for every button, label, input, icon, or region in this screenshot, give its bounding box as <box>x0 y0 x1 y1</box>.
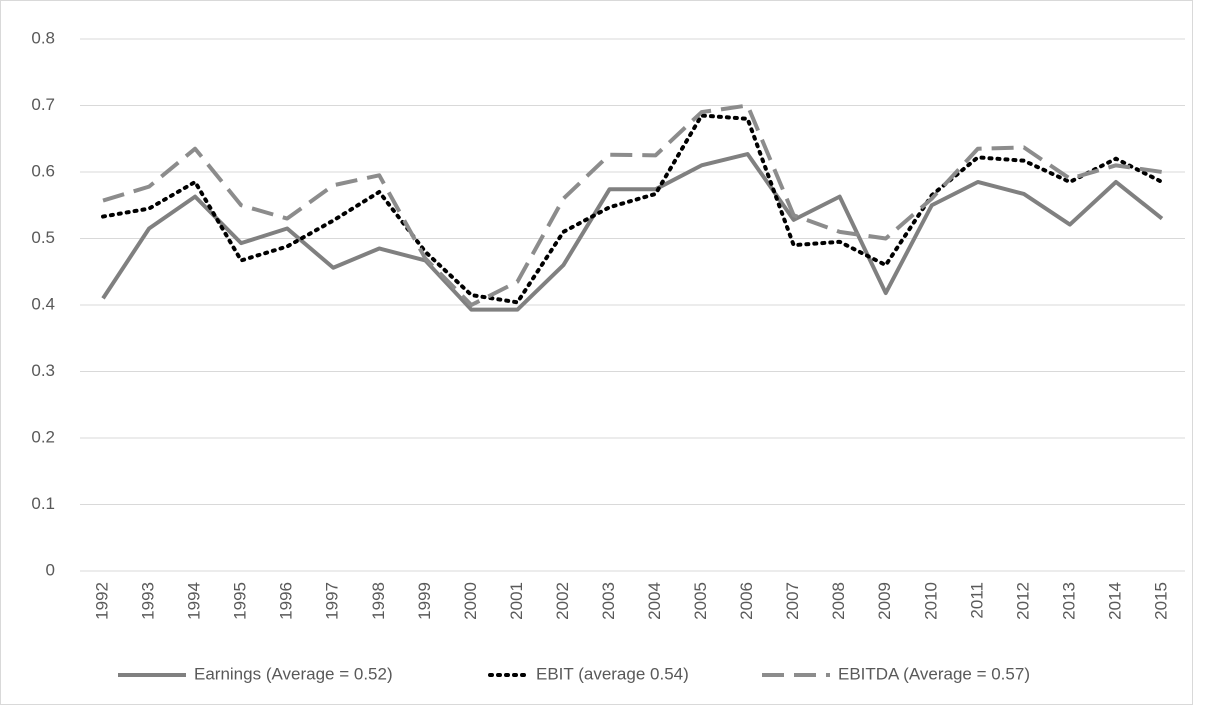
x-tick-label: 2009 <box>875 582 894 620</box>
x-tick-label: 1992 <box>93 582 112 620</box>
x-tick-label: 2005 <box>691 582 710 620</box>
x-tick-label: 2006 <box>737 582 756 620</box>
series-line <box>101 113 1164 305</box>
y-tick-label: 0.7 <box>31 95 55 114</box>
x-tick-label: 2015 <box>1151 582 1170 620</box>
x-tick-label: 2010 <box>921 582 940 620</box>
x-tick-label: 1998 <box>369 582 388 620</box>
legend-label: EBITDA (Average = 0.57) <box>838 664 1030 683</box>
y-tick-label: 0.1 <box>31 494 55 513</box>
legend-label: Earnings (Average = 0.52) <box>194 664 393 683</box>
x-tick-label: 2013 <box>1059 582 1078 620</box>
x-tick-label: 2003 <box>599 582 618 620</box>
y-tick-label: 0.3 <box>31 361 55 380</box>
y-tick-label: 0.6 <box>31 161 55 180</box>
x-tick-label: 2002 <box>553 582 572 620</box>
y-tick-label: 0.8 <box>31 28 55 47</box>
x-tick-label: 2000 <box>461 582 480 620</box>
y-tick-label: 0.4 <box>31 294 55 313</box>
y-tick-label: 0.2 <box>31 427 55 446</box>
x-tick-label: 1993 <box>139 582 158 620</box>
x-tick-label: 2001 <box>507 582 526 620</box>
x-tick-label: 2012 <box>1013 582 1032 620</box>
x-tick-label: 1997 <box>323 582 342 620</box>
x-tick-label: 1995 <box>231 582 250 620</box>
x-tick-label: 1999 <box>415 582 434 620</box>
x-tick-label: 2014 <box>1105 582 1124 620</box>
x-tick-label: 2011 <box>967 582 986 619</box>
x-tick-label: 1994 <box>185 582 204 620</box>
series-line <box>101 152 1164 312</box>
y-tick-label: 0.5 <box>31 228 55 247</box>
x-tick-label: 2008 <box>829 582 848 620</box>
x-tick-label: 1996 <box>277 582 296 620</box>
x-tick-label: 2004 <box>645 582 664 620</box>
legend-label: EBIT (average 0.54) <box>536 664 689 683</box>
x-tick-label: 2007 <box>783 582 802 620</box>
y-tick-label: 0 <box>46 560 55 579</box>
series-line <box>102 103 1163 307</box>
